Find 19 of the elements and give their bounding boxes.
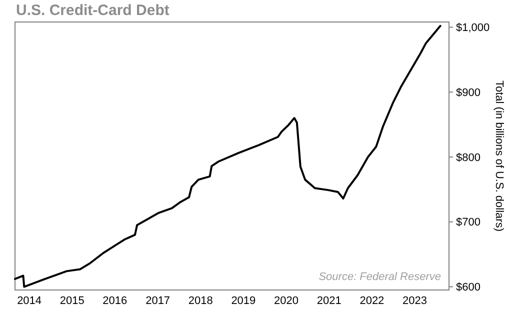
y-tick-label: $1,000	[456, 22, 490, 34]
x-tick-label: 2020	[274, 295, 298, 307]
annotation: Source: Federal Reserve	[318, 271, 441, 283]
x-tick-label: 2014	[17, 295, 42, 307]
x-tick-label: 2018	[188, 295, 213, 307]
y-tick-label: $600	[456, 282, 480, 294]
x-tick-label: 2015	[60, 295, 84, 307]
x-tick-label: 2017	[146, 295, 170, 307]
chart-title: U.S. Credit-Card Debt	[16, 2, 170, 19]
y-tick-label: $700	[456, 216, 480, 229]
y-tick-label: $800	[456, 152, 480, 164]
x-tick-label: 2021	[316, 295, 342, 307]
y-tick-label: $900	[456, 86, 480, 99]
y-axis-title: Total (in billions of U.S. dollars)	[493, 80, 505, 232]
x-tick-label: 2022	[360, 295, 384, 307]
line-series	[14, 24, 442, 288]
x-tick-label: 2019	[231, 295, 256, 307]
x-tick-label: 2016	[102, 295, 128, 307]
x-tick-label: 2023	[402, 295, 427, 307]
